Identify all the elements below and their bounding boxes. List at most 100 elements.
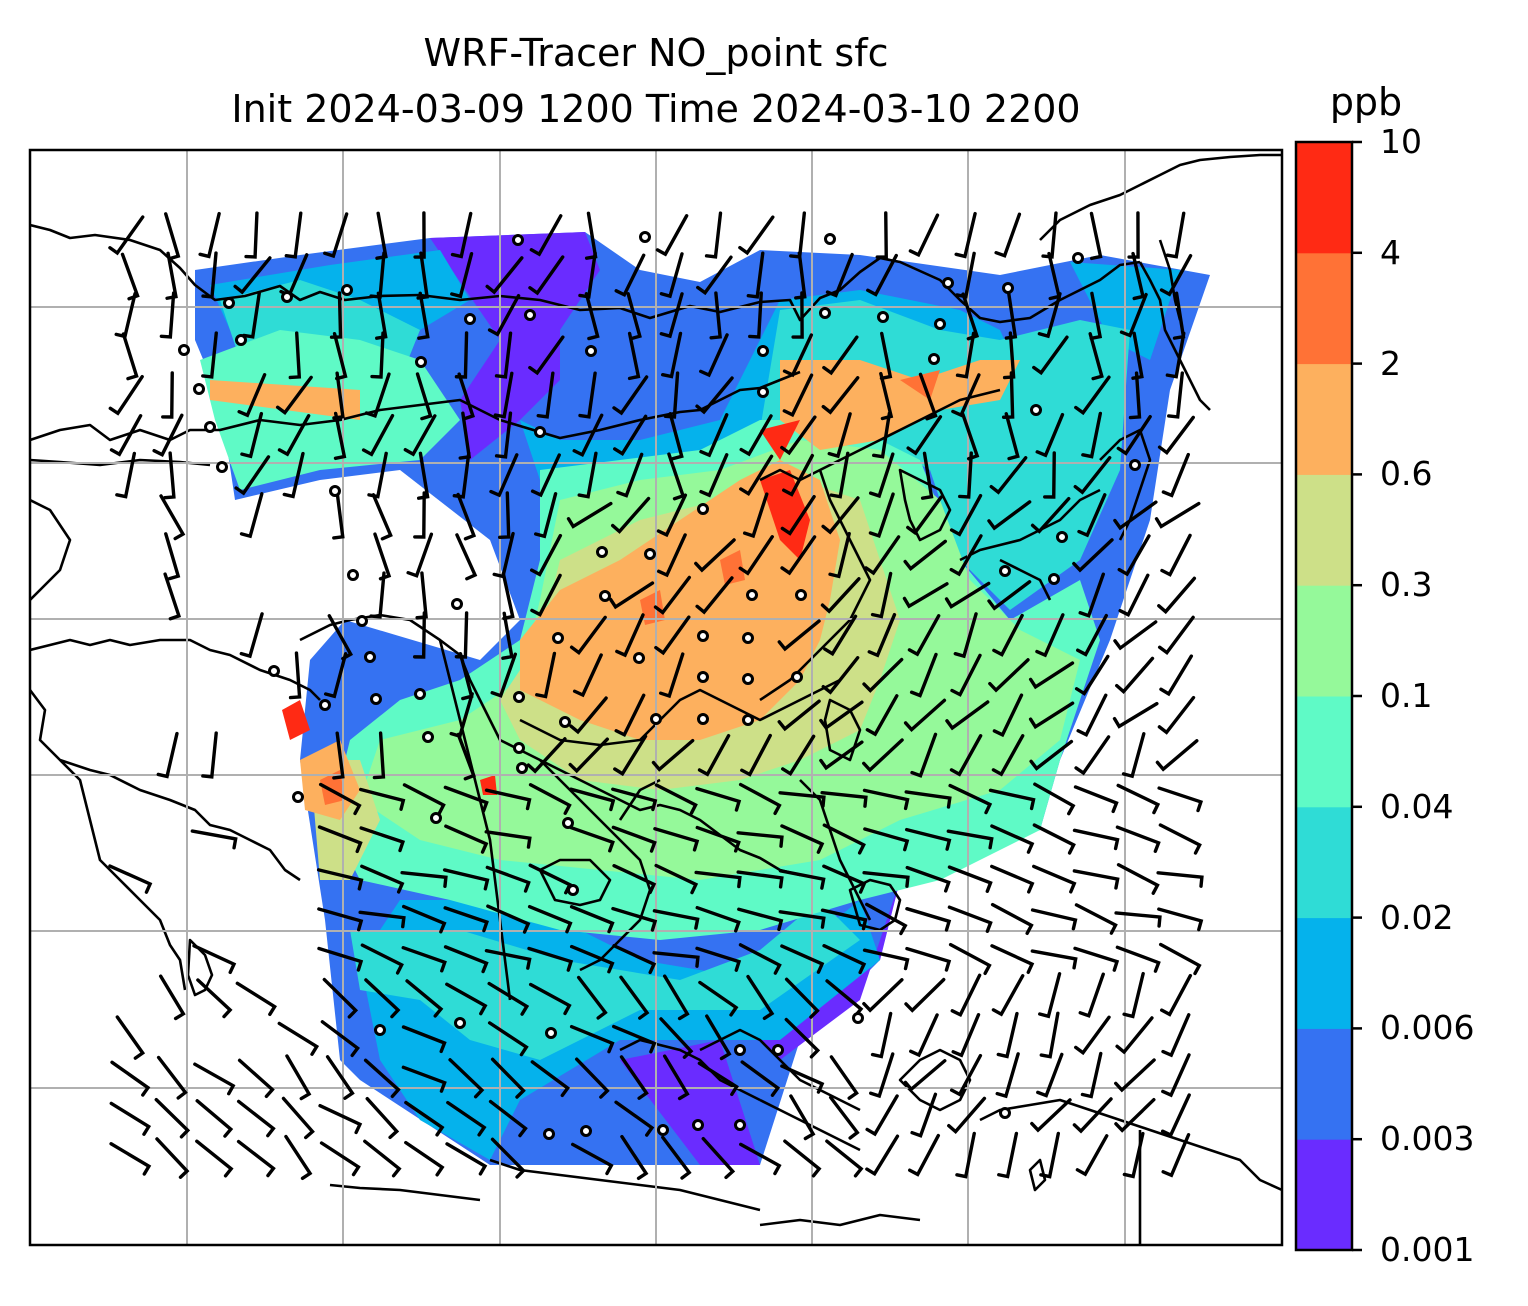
calm-wind-marker: [415, 356, 427, 368]
calm-wind-marker: [697, 671, 709, 683]
wind-barb: [115, 1015, 146, 1060]
wind-barb: [1157, 615, 1195, 656]
wind-barb: [612, 864, 657, 895]
wind-barb: [698, 980, 739, 1017]
wind-barb: [445, 982, 488, 1016]
wind-barb: [652, 951, 700, 968]
wind-barb: [668, 412, 684, 461]
calm-wind-marker: [697, 630, 709, 642]
wind-barb: [400, 870, 448, 888]
calm-wind-marker: [742, 632, 754, 644]
wind-barb: [780, 494, 816, 536]
calm-wind-marker: [1048, 573, 1060, 585]
wind-barb: [865, 694, 899, 737]
wind-barb: [948, 783, 993, 815]
wind-barb: [987, 500, 1032, 531]
wind-barb: [616, 452, 644, 498]
wind-barb: [1076, 693, 1108, 737]
wind-barb: [443, 785, 489, 813]
colorbar-tick-label: 10: [1380, 122, 1422, 161]
wind-barb: [614, 253, 646, 298]
wind-barb: [736, 831, 784, 848]
colorbar-bin: [1296, 474, 1352, 586]
calm-wind-marker: [852, 1012, 864, 1024]
wind-barb: [317, 825, 363, 854]
wind-barb: [1114, 1058, 1156, 1093]
wind-barb: [1028, 661, 1075, 690]
wind-barb: [1072, 538, 1114, 573]
wind-barb: [1116, 863, 1160, 895]
wind-barb: [1089, 291, 1103, 340]
calm-wind-marker: [567, 884, 579, 896]
wind-barb: [1160, 1093, 1191, 1138]
wind-barb: [163, 572, 182, 621]
wind-barb: [828, 531, 851, 579]
wind-barb: [653, 575, 691, 615]
colorbar-ticks: [1352, 140, 1362, 1252]
wind-barb: [494, 331, 513, 379]
wind-barb: [620, 1134, 649, 1181]
wind-barb: [990, 864, 1035, 894]
wind-barb: [404, 1100, 445, 1137]
wind-barb: [165, 251, 178, 300]
wind-barb: [906, 495, 943, 536]
wind-barb: [777, 699, 821, 732]
wind-barb: [739, 454, 774, 497]
wind-barb: [950, 973, 982, 1018]
wind-barb: [659, 292, 684, 339]
wind-barb: [997, 1131, 1019, 1179]
wind-barb: [317, 946, 364, 972]
wind-barb: [951, 1013, 981, 1058]
wind-barb: [777, 619, 821, 652]
concentration-field: [195, 232, 1210, 1165]
wind-barb: [416, 451, 430, 500]
calm-wind-marker: [757, 345, 769, 357]
wind-barb: [958, 451, 973, 499]
wind-barb: [746, 251, 765, 299]
wind-barb: [1036, 1052, 1064, 1098]
wind-barb: [360, 864, 405, 894]
wind-barb: [663, 371, 680, 419]
calm-wind-marker: [697, 503, 709, 515]
wind-barb: [738, 943, 782, 975]
wind-barb: [235, 981, 277, 1017]
wind-barb: [1157, 786, 1204, 813]
calm-wind-marker: [216, 461, 228, 473]
wind-barb: [953, 612, 978, 659]
wind-barb: [529, 533, 563, 577]
wind-barb: [195, 1099, 234, 1138]
wind-barb: [190, 829, 238, 850]
colorbar-bin: [1296, 806, 1352, 919]
wind-barb: [945, 700, 990, 731]
graticule: [30, 150, 1282, 1245]
wind-barb: [484, 788, 532, 811]
wind-barb: [456, 492, 477, 541]
wind-barb: [485, 865, 531, 893]
wind-barb: [494, 411, 513, 459]
wind-barb: [413, 211, 426, 259]
wind-barb: [528, 982, 572, 1016]
wind-barb: [989, 456, 1028, 495]
colorbar-unit-label: ppb: [1329, 80, 1403, 124]
wind-barb: [318, 1104, 363, 1135]
wind-barb: [955, 251, 976, 299]
wind-barb: [569, 944, 615, 974]
wind-barb: [950, 653, 982, 697]
wind-barb: [110, 1060, 151, 1097]
wind-barb: [236, 1099, 276, 1138]
wind-barb: [780, 824, 825, 854]
wind-barb: [862, 788, 910, 811]
wind-barb: [108, 374, 144, 416]
wind-barb: [332, 331, 348, 381]
wind-barb: [823, 614, 858, 657]
calm-wind-marker: [1129, 459, 1141, 471]
calm-wind-marker: [223, 297, 235, 309]
wind-barb: [1088, 332, 1104, 381]
colorbar-bin: [1296, 142, 1352, 254]
wind-barb: [778, 910, 826, 929]
wind-barb: [239, 492, 264, 539]
calm-wind-marker: [374, 1024, 386, 1036]
wind-barb: [1116, 414, 1152, 456]
wind-barb: [949, 534, 983, 577]
